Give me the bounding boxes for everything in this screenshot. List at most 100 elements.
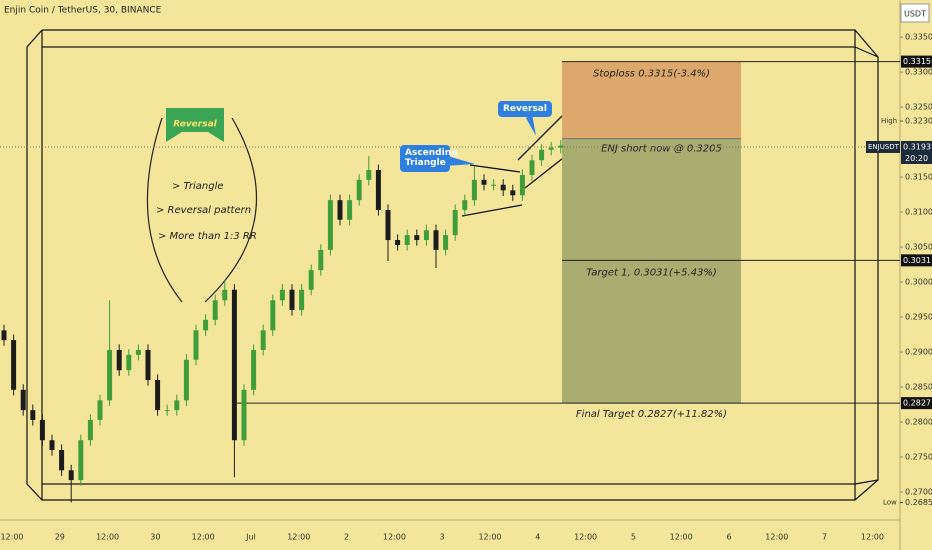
y-tick-label: 0.2950 — [905, 313, 932, 322]
candle-body — [558, 145, 564, 148]
candle-body — [347, 200, 353, 220]
high-value: 0.3230 — [905, 117, 932, 126]
low-name: Low — [883, 499, 897, 507]
candle-body — [87, 419, 93, 441]
candle-body — [20, 389, 26, 411]
candle-body — [212, 300, 218, 320]
candle-body — [395, 240, 401, 245]
y-tick-label: 0.3000 — [905, 278, 932, 287]
y-tick-label: 0.3100 — [905, 208, 932, 217]
box-drawing — [26, 29, 879, 501]
target-zone — [562, 138, 741, 404]
candle-body — [78, 440, 84, 481]
high-name: High — [881, 117, 897, 125]
x-tick-label: 12:00 — [861, 533, 884, 542]
x-tick-label: 4 — [535, 533, 540, 542]
candle-body — [462, 200, 468, 210]
countdown: 20:20 — [905, 154, 928, 163]
candle-body — [500, 184, 506, 191]
candle-body — [68, 470, 74, 481]
candle-body — [231, 289, 237, 441]
candle-body — [471, 179, 477, 201]
callout: Reversal — [498, 101, 552, 118]
candle-body — [222, 289, 228, 301]
y-tick-label: 0.2700 — [905, 488, 932, 497]
y-tick-label: 0.2800 — [905, 418, 932, 427]
candle-body — [519, 174, 525, 196]
candle-body — [155, 380, 161, 411]
last-price: 0.3193 — [903, 142, 931, 151]
price-label-box — [901, 397, 932, 410]
x-tick-label: 12:00 — [765, 533, 788, 542]
note: > More than 1:3 RR — [158, 231, 257, 242]
price-label: 0.2827 — [903, 399, 931, 408]
y-tick-label: 0.3350 — [905, 33, 932, 42]
candle-body — [49, 440, 55, 451]
candle-body — [366, 170, 372, 180]
price-label: 0.3315 — [903, 57, 931, 66]
candle-body — [39, 419, 45, 441]
candle-body — [241, 389, 247, 441]
y-tick-label: 0.3250 — [905, 103, 932, 112]
low-value: 0.2685 — [905, 498, 932, 507]
y-tick-label: 0.3150 — [905, 173, 932, 182]
candle-body — [193, 330, 199, 360]
x-tick-label: 2 — [344, 533, 349, 542]
note: > Reversal pattern — [156, 205, 251, 216]
candle-body — [452, 209, 458, 236]
x-tick-label: 6 — [726, 533, 731, 542]
candle-body — [299, 289, 305, 311]
x-tick-label: 12:00 — [96, 533, 119, 542]
candle-body — [59, 450, 65, 471]
price-label: 0.3031 — [903, 256, 931, 265]
candle-body — [443, 235, 449, 250]
candle-body — [327, 200, 333, 250]
chart-title: Enjin Coin / TetherUS, 30, BINANCE — [4, 6, 162, 16]
candle-body — [1, 330, 7, 341]
candle-body — [135, 349, 141, 355]
x-tick-label: 12:00 — [478, 533, 501, 542]
candle-body — [356, 179, 362, 201]
x-tick-label: 12:00 — [192, 533, 215, 542]
price-label-box — [901, 55, 932, 68]
candle-body — [491, 184, 497, 186]
candle-body — [481, 179, 487, 185]
target-label: Target 1, 0.3031(+5.43%) — [586, 267, 717, 278]
x-tick-label: 12:00 — [574, 533, 597, 542]
name-box — [866, 140, 900, 153]
x-tick-label: 30 — [150, 533, 160, 542]
stop-zone — [562, 61, 741, 139]
countdown-box — [901, 152, 932, 164]
candle-body — [116, 349, 122, 371]
candle-body — [289, 289, 295, 311]
candle-body — [510, 190, 516, 196]
candle-body — [251, 349, 257, 390]
symbol-label: ENJUSDT — [868, 143, 900, 151]
candle-body — [414, 235, 420, 241]
flag-label: Reversal — [173, 120, 217, 130]
note: > Triangle — [172, 181, 224, 192]
candle-body — [183, 359, 189, 401]
candle-body — [279, 289, 285, 301]
x-tick-label: 12:00 — [0, 533, 23, 542]
y-tick-label: 0.2750 — [905, 453, 932, 462]
candle-body — [375, 170, 381, 210]
candle-body — [385, 209, 391, 241]
callout-pointer — [444, 155, 475, 166]
y-tick-label: 0.3300 — [905, 68, 932, 77]
callout-pointer — [526, 114, 536, 136]
candle-body — [404, 235, 410, 245]
x-tick-label: 29 — [55, 533, 65, 542]
candle-body — [433, 230, 439, 250]
candle-body — [548, 147, 554, 150]
y-tick-label: 0.2850 — [905, 383, 932, 392]
x-tick-label: 7 — [822, 533, 827, 542]
candle-body — [126, 354, 132, 371]
x-tick-label: Jul — [245, 533, 256, 542]
note-brackets — [146, 117, 258, 303]
candle-body — [203, 319, 209, 331]
candle-body — [97, 400, 103, 420]
last-price-box — [901, 140, 932, 153]
